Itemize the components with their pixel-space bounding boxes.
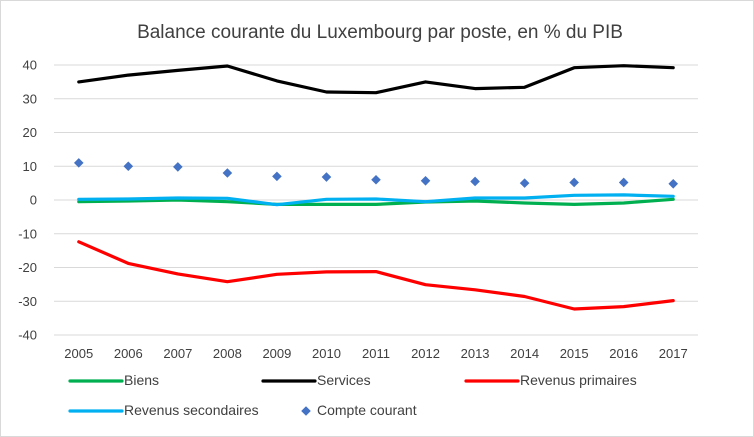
- data-point-compte-courant: [618, 177, 629, 188]
- grid-layer: [54, 64, 698, 336]
- legend-label-biens: Biens: [124, 372, 159, 388]
- x-tick-label: 2009: [262, 346, 291, 361]
- series-line-biens: [77, 197, 675, 206]
- chart-title: Balance courante du Luxembourg par poste…: [137, 22, 623, 43]
- x-tick-label: 2005: [64, 346, 93, 361]
- y-tick-label: 10: [23, 159, 37, 174]
- x-tick-label: 2010: [312, 346, 341, 361]
- x-tick-label: 2014: [510, 346, 539, 361]
- series-line-revenus-secondaires: [77, 193, 675, 207]
- data-point-compte-courant: [272, 171, 282, 182]
- y-tick-label: 40: [23, 58, 37, 73]
- y-tick-label: 30: [23, 91, 37, 106]
- data-point-compte-courant: [123, 161, 134, 172]
- legend-swatch-compte-courant: [301, 406, 311, 416]
- legend-label-services: Services: [317, 372, 371, 388]
- data-point-compte-courant: [173, 162, 183, 172]
- legend-label-compte-courant: Compte courant: [317, 402, 417, 418]
- legend-label-revenus-secondaires: Revenus secondaires: [124, 402, 259, 418]
- x-tick-label: 2013: [461, 346, 490, 361]
- legend-label-revenus-primaires: Revenus primaires: [520, 372, 637, 388]
- y-tick-label: -30: [18, 294, 37, 309]
- data-point-compte-courant: [371, 174, 381, 185]
- x-tick-label: 2007: [163, 346, 192, 361]
- data-point-compte-courant: [321, 172, 332, 182]
- data-point-compte-courant: [668, 179, 679, 189]
- series-line-revenus-primaires: [77, 240, 675, 311]
- x-tick-label: 2015: [560, 346, 589, 361]
- data-point-compte-courant: [222, 168, 233, 178]
- y-tick-label: -20: [18, 260, 37, 275]
- x-tick-label: 2008: [213, 346, 242, 361]
- y-tick-label: -10: [18, 226, 37, 241]
- series-line-services: [77, 64, 675, 95]
- x-tick-label: 2016: [609, 346, 638, 361]
- data-point-compte-courant: [519, 178, 530, 188]
- x-tick-label: 2011: [362, 346, 390, 361]
- y-tick-label: 20: [23, 125, 37, 140]
- x-tick-label: 2017: [659, 346, 688, 361]
- y-tick-label: -40: [18, 328, 37, 343]
- data-point-compte-courant: [420, 175, 431, 186]
- data-point-compte-courant: [470, 176, 480, 187]
- x-tick-label: 2006: [114, 346, 143, 361]
- series-layer: [73, 64, 679, 311]
- data-point-compte-courant: [569, 177, 579, 188]
- x-tick-label: 2012: [411, 346, 440, 361]
- y-tick-label: 0: [30, 193, 37, 208]
- data-point-compte-courant: [73, 158, 84, 168]
- legend-layer: Biens Services Revenus primaires Revenus se…: [68, 372, 637, 418]
